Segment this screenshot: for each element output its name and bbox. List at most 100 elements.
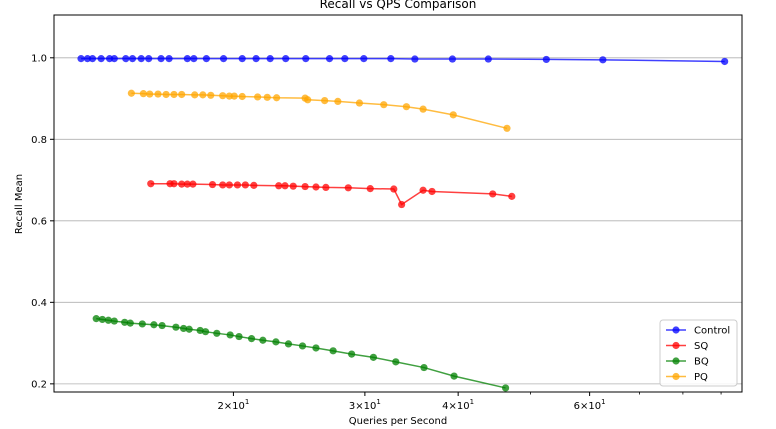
- data-point-bq: [213, 329, 221, 337]
- data-point-control: [360, 55, 368, 63]
- legend-entry-pq: PQ: [666, 372, 708, 383]
- data-point-control: [448, 55, 457, 63]
- data-point-control: [599, 56, 607, 64]
- x-axis-label: Queries per Second: [349, 416, 447, 427]
- data-point-bq: [348, 350, 356, 358]
- x-tick-label: 3×101: [349, 398, 381, 412]
- data-point-bq: [298, 342, 307, 350]
- data-point-control: [341, 55, 349, 63]
- data-point-pq: [273, 94, 281, 102]
- data-point-bq: [110, 317, 118, 325]
- data-point-control: [190, 55, 198, 63]
- legend: Control SQ BQ PQ: [659, 319, 738, 387]
- data-point-control: [252, 55, 260, 63]
- data-point-pq: [503, 124, 511, 132]
- data-point-pq: [219, 92, 227, 100]
- y-axis-label: Recall Mean: [14, 174, 25, 234]
- data-point-sq: [428, 187, 436, 196]
- data-point-bq: [247, 335, 256, 343]
- data-point-sq: [508, 192, 516, 200]
- data-point-control: [157, 55, 165, 63]
- data-point-control: [137, 55, 145, 63]
- data-point-bq: [420, 363, 428, 372]
- legend-marker-bq: [672, 357, 680, 365]
- data-point-sq: [398, 200, 406, 209]
- data-point-control: [183, 55, 191, 63]
- series-line-sq: [150, 182, 512, 206]
- chart-title: Recall vs QPS Comparison: [320, 0, 477, 11]
- data-point-sq: [301, 182, 309, 191]
- data-point-sq: [241, 181, 249, 189]
- data-point-sq: [275, 182, 283, 190]
- x-tick-label: 4×101: [442, 398, 474, 412]
- data-point-pq: [380, 101, 388, 109]
- data-point-sq: [390, 185, 398, 193]
- data-point-bq: [98, 315, 106, 324]
- data-point-sq: [189, 180, 197, 188]
- data-point-pq: [321, 96, 329, 105]
- series-points: [77, 55, 729, 392]
- legend-label-control: Control: [694, 326, 730, 337]
- data-point-pq: [355, 99, 364, 107]
- data-point-pq: [162, 90, 170, 99]
- data-point-control: [302, 55, 310, 63]
- data-point-control: [97, 55, 105, 63]
- data-point-bq: [501, 384, 510, 392]
- data-point-pq: [178, 90, 186, 99]
- data-point-sq: [233, 181, 242, 189]
- data-point-pq: [154, 90, 162, 98]
- data-point-bq: [201, 328, 210, 336]
- data-point-pq: [191, 91, 199, 99]
- data-point-sq: [366, 185, 374, 193]
- data-point-bq: [104, 316, 112, 324]
- data-point-bq: [259, 336, 267, 344]
- series-lines: [81, 57, 725, 389]
- data-point-sq: [183, 180, 191, 188]
- data-point-sq: [312, 183, 320, 191]
- data-point-bq: [121, 318, 129, 326]
- data-point-control: [145, 55, 153, 63]
- y-tick-label: 0.8: [31, 135, 47, 146]
- data-point-bq: [329, 347, 337, 355]
- data-point-pq: [449, 111, 457, 119]
- data-point-bq: [179, 324, 188, 333]
- legend-label-sq: SQ: [694, 341, 708, 352]
- data-point-control: [128, 55, 137, 63]
- data-point-bq: [312, 344, 320, 352]
- legend-label-bq: BQ: [694, 357, 709, 368]
- data-point-sq: [147, 180, 155, 188]
- data-point-bq: [284, 340, 293, 348]
- data-point-control: [238, 55, 246, 63]
- data-point-pq: [238, 92, 246, 101]
- x-axis: 2×101 3×101 4×101 6×101: [217, 392, 722, 412]
- data-point-sq: [281, 182, 289, 190]
- data-point-pq: [199, 91, 207, 99]
- data-point-bq: [369, 353, 378, 361]
- legend-label-pq: PQ: [694, 372, 708, 383]
- data-point-bq: [92, 315, 100, 323]
- y-tick-label: 1.0: [31, 53, 47, 64]
- data-point-bq: [172, 323, 180, 331]
- data-point-pq: [254, 93, 262, 101]
- data-point-bq: [150, 321, 158, 329]
- data-point-control: [219, 55, 228, 63]
- data-point-sq: [344, 184, 352, 192]
- data-point-control: [202, 55, 210, 63]
- legend-entry-control: Control: [666, 326, 730, 337]
- data-point-bq: [138, 320, 146, 328]
- data-point-bq: [392, 358, 400, 366]
- legend-marker-pq: [672, 372, 680, 381]
- data-point-sq: [170, 180, 178, 188]
- data-point-pq: [170, 90, 178, 99]
- data-point-bq: [126, 319, 134, 327]
- data-point-bq: [450, 372, 458, 380]
- data-point-sq: [250, 181, 258, 189]
- data-point-control: [83, 55, 92, 63]
- data-point-sq: [489, 190, 497, 198]
- data-point-control: [88, 55, 97, 63]
- data-point-control: [122, 55, 130, 63]
- data-point-pq: [146, 90, 154, 98]
- data-point-sq: [419, 186, 427, 194]
- data-point-control: [165, 55, 173, 63]
- data-point-bq: [235, 332, 243, 341]
